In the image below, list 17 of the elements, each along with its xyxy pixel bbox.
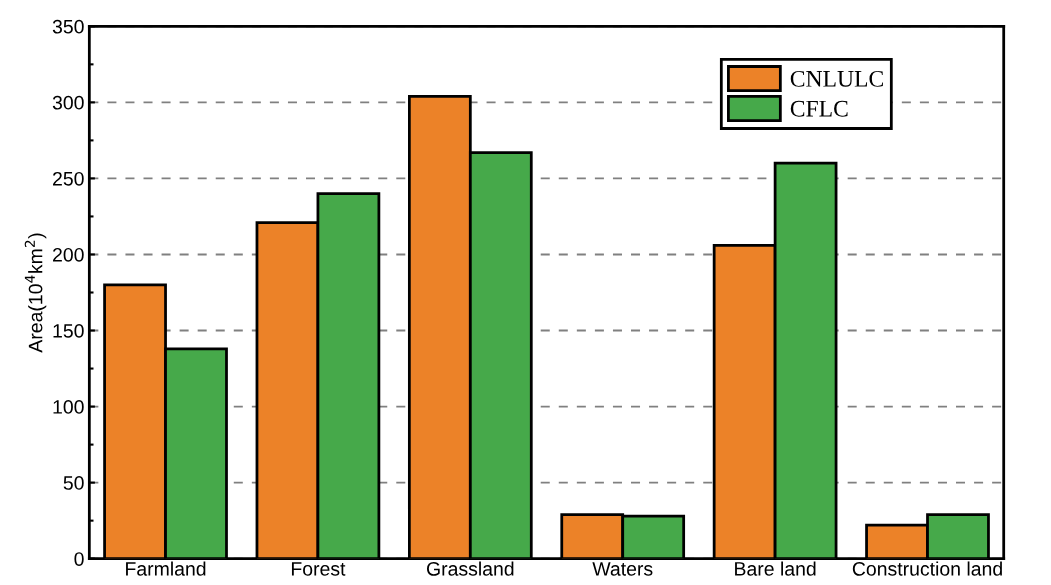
y-tick-label: 300 (52, 95, 84, 110)
y-tick-label: 250 (53, 171, 84, 186)
x-tick-label: Grassland (426, 561, 514, 576)
y-tick-label: 0 (74, 552, 84, 566)
y-tick-label: 100 (53, 400, 84, 414)
y-tick-label: 150 (53, 323, 84, 338)
x-tick-label: Farmland (126, 561, 206, 576)
y-tick-label: 350 (52, 19, 84, 34)
y-tick-label: 50 (63, 476, 84, 490)
y-tick-label: 200 (53, 247, 84, 262)
x-tick-label: Bare land (735, 561, 816, 576)
x-tick-label: Construction land (852, 561, 1002, 576)
x-tick-label: Waters (592, 562, 653, 576)
legend-label: CFLC (790, 100, 848, 117)
y-axis-title: Area(10$^{4}$km$^{2}$) (24, 233, 47, 353)
x-tick-label: Forest (291, 562, 346, 576)
legend-label: CNLULC (790, 70, 883, 87)
